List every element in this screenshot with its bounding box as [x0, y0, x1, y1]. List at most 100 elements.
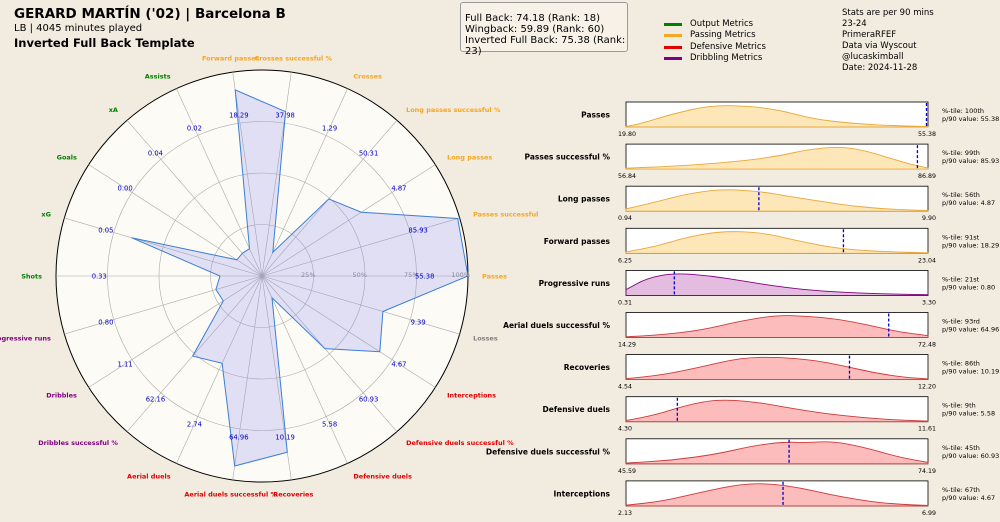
panel-percentile: %-tile: 67th [942, 486, 980, 494]
radar-metric-label: Dribbles [46, 391, 77, 399]
radar-spoke [261, 275, 398, 432]
panel-p90-value: p/90 value: 18.29 [942, 241, 999, 249]
panel-p90-value: p/90 value: 0.80 [942, 283, 995, 291]
density-curve [625, 273, 929, 296]
panel-frame [625, 480, 929, 507]
panel-percentile: %-tile: 99th [942, 149, 980, 157]
info-line: Date: 2024-11-28 [842, 63, 918, 73]
radar-value-label: 2.74 [187, 421, 202, 429]
radar-metric-label: Defensive duels successful % [406, 439, 514, 447]
radar-metric-label: xG [41, 211, 51, 219]
panel-min-label: 56.84 [618, 173, 636, 180]
radar-value-label: 0.33 [92, 273, 107, 281]
radar-spoke [261, 164, 436, 277]
density-curve [625, 441, 929, 465]
radar-metric-label: Crosses successful % [255, 55, 333, 63]
panel-p90-value: p/90 value: 60.93 [942, 452, 999, 460]
density-curve [625, 399, 929, 423]
panel-metric-name: Interceptions [553, 489, 610, 498]
distribution-panel: Aerial duels successful %14.29 72.48%-til… [503, 312, 999, 349]
panel-min-label: 45.59 [618, 468, 636, 475]
panel-percentile: %-tile: 9th [942, 402, 976, 410]
radar-value-label: 5.58 [322, 421, 337, 429]
radar-value-label: 37.98 [275, 111, 294, 119]
panel-max-label: 9.90 [922, 215, 936, 222]
radar-ring-label: 50% [353, 271, 367, 279]
density-curve [625, 315, 929, 338]
score-box: Full Back: 74.18 (Rank: 18) Wingback: 59… [460, 2, 628, 57]
distribution-panel: Defensive duels successful %45.59 74.19%-… [486, 438, 999, 475]
panel-percentile: %-tile: 21st [942, 275, 980, 283]
radar-spoke [261, 275, 436, 388]
info-line: Stats are per 90 mins [842, 8, 934, 18]
density-curve [625, 189, 929, 212]
radar-metric-label: xA [109, 106, 118, 114]
score-line: Full Back: 74.18 (Rank: 18) [465, 13, 600, 24]
radar-value-label: 4.87 [391, 185, 406, 193]
panel-max-label: 86.89 [918, 173, 936, 180]
panel-min-label: 4.54 [618, 384, 632, 391]
radar-metric-label: Losses [473, 334, 498, 342]
info-line: Data via Wyscout [842, 41, 917, 51]
radar-spoke [64, 217, 263, 277]
panel-frame [625, 354, 929, 381]
panel-min-label: 2.13 [618, 510, 632, 517]
radar-metric-label: Long passes successful % [406, 106, 501, 114]
radar-value-label: 1.29 [322, 124, 337, 132]
radar-value-label: 62.16 [146, 395, 165, 403]
player-subtitle: LB | 4045 minutes played [14, 23, 143, 34]
radar-polygon [131, 89, 469, 467]
panel-min-label: 0.94 [618, 215, 632, 222]
legend-swatch [664, 45, 682, 49]
panel-p90-value: p/90 value: 10.19 [942, 368, 999, 376]
panel-max-label: 74.19 [918, 468, 936, 475]
density-curve [625, 483, 929, 507]
radar-ring-label: 100% [451, 271, 470, 279]
panel-max-label: 12.20 [918, 384, 936, 391]
score-line: Inverted Full Back: 75.38 (Rank: 23) [465, 35, 626, 57]
panel-metric-name: Recoveries [564, 363, 611, 372]
panel-percentile: %-tile: 56th [942, 191, 980, 199]
radar-metric-label: Aerial duels successful % [184, 490, 277, 498]
radar-spoke [261, 88, 348, 277]
panel-max-label: 11.61 [918, 426, 936, 433]
radar-value-label: 10.19 [275, 434, 294, 442]
density-curve [625, 356, 929, 381]
radar-metric-label: Dribbles successful % [38, 439, 118, 447]
panel-frame [625, 269, 929, 296]
radar-value-label: 85.93 [408, 227, 427, 235]
panel-p90-value: p/90 value: 85.93 [942, 157, 999, 165]
density-curve [625, 105, 929, 128]
radar-metric-label: Forward passes [202, 55, 260, 63]
panel-frame [625, 227, 929, 254]
radar-ring-label: 25% [301, 271, 315, 279]
panel-min-label: 4.30 [618, 426, 632, 433]
panel-frame [625, 438, 929, 465]
panel-p90-value: p/90 value: 64.96 [942, 326, 999, 334]
radar-metric-label: Goals [57, 154, 77, 162]
radar-metric-label: Interceptions [447, 391, 496, 399]
legend-item: Dribbling Metrics [664, 53, 766, 64]
radar-value-label: 4.67 [391, 360, 406, 368]
panel-frame [625, 312, 929, 338]
radar-value-label: 55.38 [415, 273, 434, 281]
panel-frame [625, 101, 929, 128]
radar-spoke [261, 72, 292, 277]
radar-spoke [261, 275, 460, 335]
radar-value-label: 0.02 [187, 124, 202, 132]
radar-metric-label: Defensive duels [353, 473, 412, 481]
radar-value-label: 50.31 [359, 150, 378, 158]
panel-p90-value: p/90 value: 4.67 [942, 494, 995, 502]
panel-frame [625, 396, 929, 423]
score-line: Wingback: 59.89 (Rank: 60) [465, 24, 605, 35]
panel-metric-name: Defensive duels [543, 405, 611, 414]
radar-metric-label: Crosses [353, 72, 382, 80]
distribution-panel: Progressive runs 0.31 3.30 %-tile: 21stp/90… [539, 269, 995, 306]
panel-percentile: %-tile: 45th [942, 444, 980, 452]
legend-swatch [664, 34, 682, 38]
radar-value-label: 0.80 [98, 318, 113, 326]
panel-percentile: %-tile: 100th [942, 107, 984, 115]
panel-metric-name: Progressive runs [539, 279, 611, 288]
radar-value-label: 60.93 [359, 395, 378, 403]
radar-metric-label: Assists [145, 72, 171, 80]
